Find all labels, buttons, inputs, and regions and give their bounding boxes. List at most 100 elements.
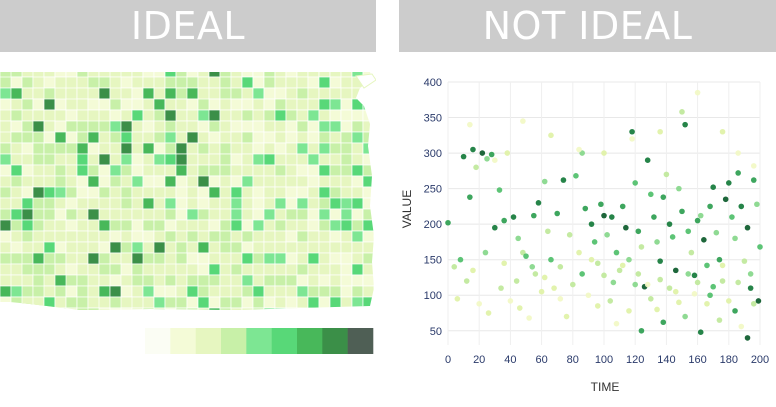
map-county-cell <box>175 76 188 89</box>
map-county-cell <box>263 274 276 287</box>
map-county-cell <box>142 164 155 177</box>
map-county-cell <box>175 307 188 310</box>
map-county-cell <box>285 98 298 111</box>
map-county-cell <box>351 164 364 177</box>
x-tick-label: 160 <box>688 354 706 366</box>
map-county-cell <box>65 274 78 287</box>
scatter-point <box>638 244 645 250</box>
map-county-cell <box>285 307 298 310</box>
map-county-cell <box>230 197 243 210</box>
map-county-cell <box>230 263 243 276</box>
scatter-point <box>676 185 682 192</box>
map-county-cell <box>285 241 298 254</box>
scatter-point <box>648 191 654 198</box>
map-county-cell <box>362 296 374 309</box>
map-county-cell <box>120 230 133 243</box>
map-county-cell <box>219 131 232 144</box>
map-county-cell <box>307 87 320 100</box>
map-county-cell <box>186 296 199 309</box>
map-county-cell <box>65 175 78 188</box>
map-county-cell <box>329 274 342 287</box>
map-county-cell <box>329 263 342 276</box>
scatter-point <box>750 177 757 183</box>
scatter-point <box>541 274 548 281</box>
map-county-cell <box>10 307 34 310</box>
scatter-point <box>719 278 726 284</box>
map-county-cell <box>98 197 111 210</box>
map-county-cell <box>373 285 374 298</box>
map-county-cell <box>307 76 320 89</box>
map-county-cell <box>142 98 155 111</box>
map-county-cell <box>373 98 374 111</box>
x-tick-label: 120 <box>626 354 644 366</box>
map-county-cell <box>318 252 331 265</box>
map-county-cell <box>164 175 177 188</box>
map-county-cell <box>362 285 374 298</box>
map-county-cell <box>164 296 177 309</box>
map-county-cell <box>219 219 232 232</box>
map-county-cell <box>373 230 374 243</box>
scatter-point <box>704 300 710 307</box>
scatter-point <box>492 224 498 231</box>
scatter-point <box>716 317 723 323</box>
map-county-cell <box>87 241 100 254</box>
map-county-cell <box>318 197 331 210</box>
map-county-cell <box>98 208 111 221</box>
map-county-cell <box>307 142 320 155</box>
map-county-cell <box>373 186 374 199</box>
x-tick-label: 180 <box>720 354 738 366</box>
map-county-cell <box>131 120 144 133</box>
map-county-cell <box>219 285 232 298</box>
map-county-cell <box>131 230 144 243</box>
map-county-cell <box>76 219 89 232</box>
scatter-point <box>726 180 732 186</box>
scatter-point <box>598 201 604 208</box>
map-county-cell <box>263 197 276 210</box>
map-county-cell <box>65 131 78 144</box>
map-county-cell <box>296 230 309 243</box>
scatter-point <box>682 121 688 128</box>
map-county-cell <box>274 175 287 188</box>
map-county-cell <box>241 230 254 243</box>
map-county-cell <box>351 274 364 287</box>
map-county-cell <box>153 307 166 310</box>
map-county-cell <box>263 296 276 309</box>
map-county-cell <box>263 208 276 221</box>
map-county-cell <box>318 120 331 133</box>
scatter-point <box>510 214 517 220</box>
map-county-cell <box>32 120 45 133</box>
map-county-cell <box>340 72 353 78</box>
scatter-point <box>666 285 673 291</box>
scatter-point <box>632 180 638 186</box>
scatter-point <box>545 228 551 235</box>
map-county-cell <box>208 208 221 221</box>
map-county-cell <box>318 307 331 310</box>
map-county-cell <box>208 307 221 310</box>
map-county-cell <box>318 164 331 177</box>
scatter-point <box>463 278 470 284</box>
map-county-cell <box>175 98 188 111</box>
map-county-cell <box>318 131 331 144</box>
map-county-cell <box>54 263 67 276</box>
map-county-cell <box>131 274 144 287</box>
scatter-point <box>531 212 537 219</box>
map-county-cell <box>318 219 331 232</box>
map-county-cell <box>340 153 353 166</box>
map-county-cell <box>219 186 232 199</box>
map-county-cell <box>373 142 374 155</box>
map-county-cell <box>329 87 342 100</box>
map-county-cell <box>230 164 243 177</box>
map-county-cell <box>98 307 111 310</box>
choropleth-map <box>0 72 376 310</box>
map-county-cell <box>285 142 298 155</box>
map-county-cell <box>65 153 78 166</box>
map-county-cell <box>230 98 243 111</box>
map-county-cell <box>230 208 243 221</box>
map-county-cell <box>296 208 309 221</box>
map-county-cell <box>87 164 100 177</box>
scatter-point <box>579 271 585 277</box>
map-county-cell <box>43 296 56 309</box>
map-county-cell <box>87 153 100 166</box>
map-county-cell <box>329 230 342 243</box>
map-county-cell <box>307 219 320 232</box>
